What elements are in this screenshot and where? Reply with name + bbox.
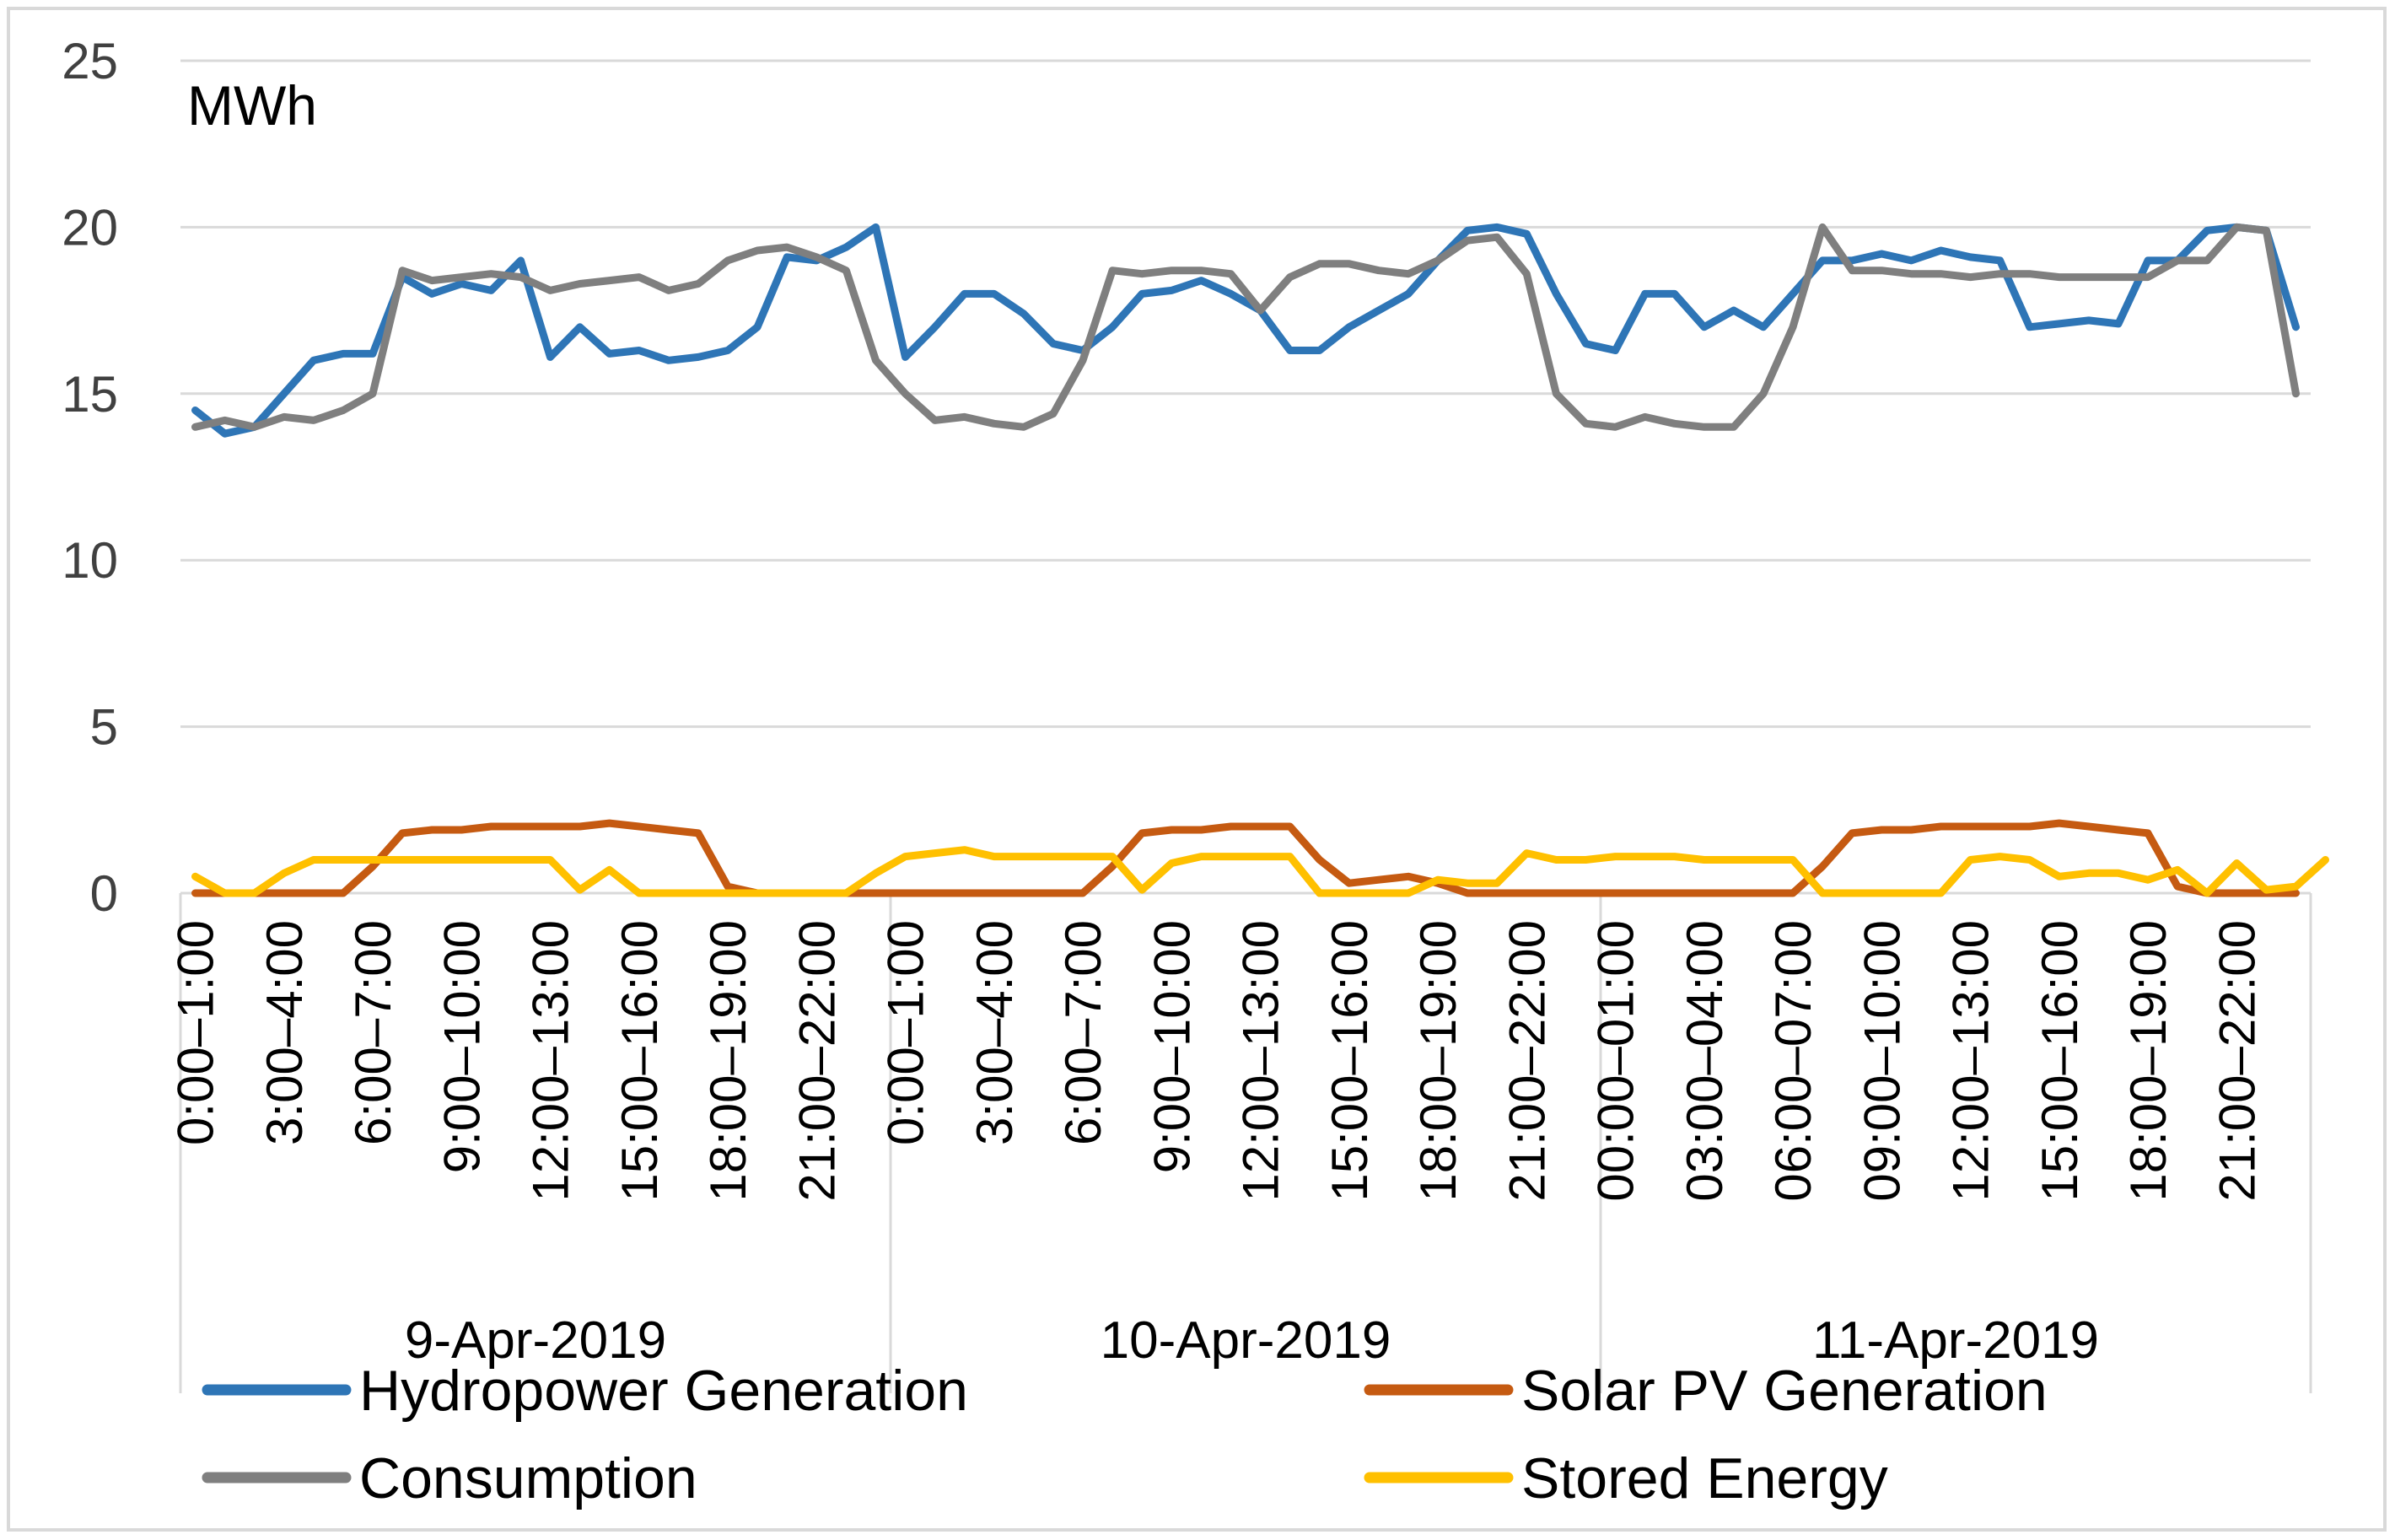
x-tick-label: 3:00–4:00: [966, 920, 1023, 1145]
x-tick-label: 9:00–10:00: [433, 920, 490, 1173]
x-tick-label: 0:00–1:00: [168, 920, 224, 1145]
series-line-stored-energy: [191, 846, 2329, 897]
x-tick-label: 00:00–01:00: [1588, 920, 1644, 1202]
x-tick-label: 18:00–19:00: [700, 920, 756, 1202]
legend-label-solar-pv-generation: Solar PV Generation: [1521, 1359, 2048, 1423]
day-group-label: 9-Apr-2019: [405, 1311, 666, 1370]
y-tick-label: 15: [62, 366, 118, 423]
x-tick-label: 3:00–4:00: [256, 920, 313, 1145]
x-tick-label: 21:00–22:00: [788, 920, 845, 1202]
legend-label-stored-energy: Stored Energy: [1521, 1446, 1888, 1510]
series-line-consumption: [191, 223, 2300, 431]
x-tick-label: 03:00–04:00: [1676, 920, 1733, 1202]
x-tick-label: 21:00–22:00: [2209, 920, 2265, 1202]
legend-label-consumption: Consumption: [359, 1446, 697, 1510]
series-line-solar-pv-generation: [191, 819, 2300, 897]
x-tick-label: 12:00–13:00: [1233, 920, 1289, 1202]
series-line-hydropower-generation: [191, 223, 2300, 438]
x-tick-label: 0:00–1:00: [878, 920, 934, 1145]
x-tick-label: 15:00–16:00: [1321, 920, 1378, 1202]
x-tick-label: 21:00–22:00: [1499, 920, 1555, 1202]
x-tick-label: 12:00–13:00: [523, 920, 579, 1202]
x-tick-label: 9:00–10:00: [1144, 920, 1200, 1173]
day-group-label: 10-Apr-2019: [1101, 1311, 1391, 1370]
y-tick-label: 20: [62, 199, 118, 256]
x-tick-label: 15:00–16:00: [2032, 920, 2088, 1202]
y-tick-label: 10: [62, 532, 118, 589]
y-tick-label: 25: [62, 33, 118, 89]
line-chart: 0 5 10 15 20 25 MWh 0:00–1:00 3:00–4:00 6:00–7:00…: [62, 33, 2329, 1510]
day-group-label: 11-Apr-2019: [1812, 1311, 2099, 1370]
x-tick-label: 18:00–19:00: [2120, 920, 2177, 1202]
chart-frame: 0 5 10 15 20 25 MWh 0:00–1:00 3:00–4:00 6:00–7:00…: [7, 7, 2387, 1532]
legend-label-hydropower-generation: Hydropower Generation: [359, 1359, 968, 1423]
x-tick-label: 15:00–16:00: [611, 920, 668, 1202]
x-tick-label: 09:00–10:00: [1854, 920, 1910, 1202]
y-tick-label: 0: [90, 865, 118, 922]
x-tick-label: 12:00–13:00: [1943, 920, 1999, 1202]
x-tick-label: 18:00–19:00: [1410, 920, 1467, 1202]
x-tick-label: 6:00–7:00: [1055, 920, 1111, 1145]
y-unit-label: MWh: [187, 74, 317, 137]
x-tick-label: 06:00–07:00: [1765, 920, 1822, 1202]
x-tick-label: 6:00–7:00: [345, 920, 401, 1145]
y-tick-label: 5: [90, 699, 118, 756]
